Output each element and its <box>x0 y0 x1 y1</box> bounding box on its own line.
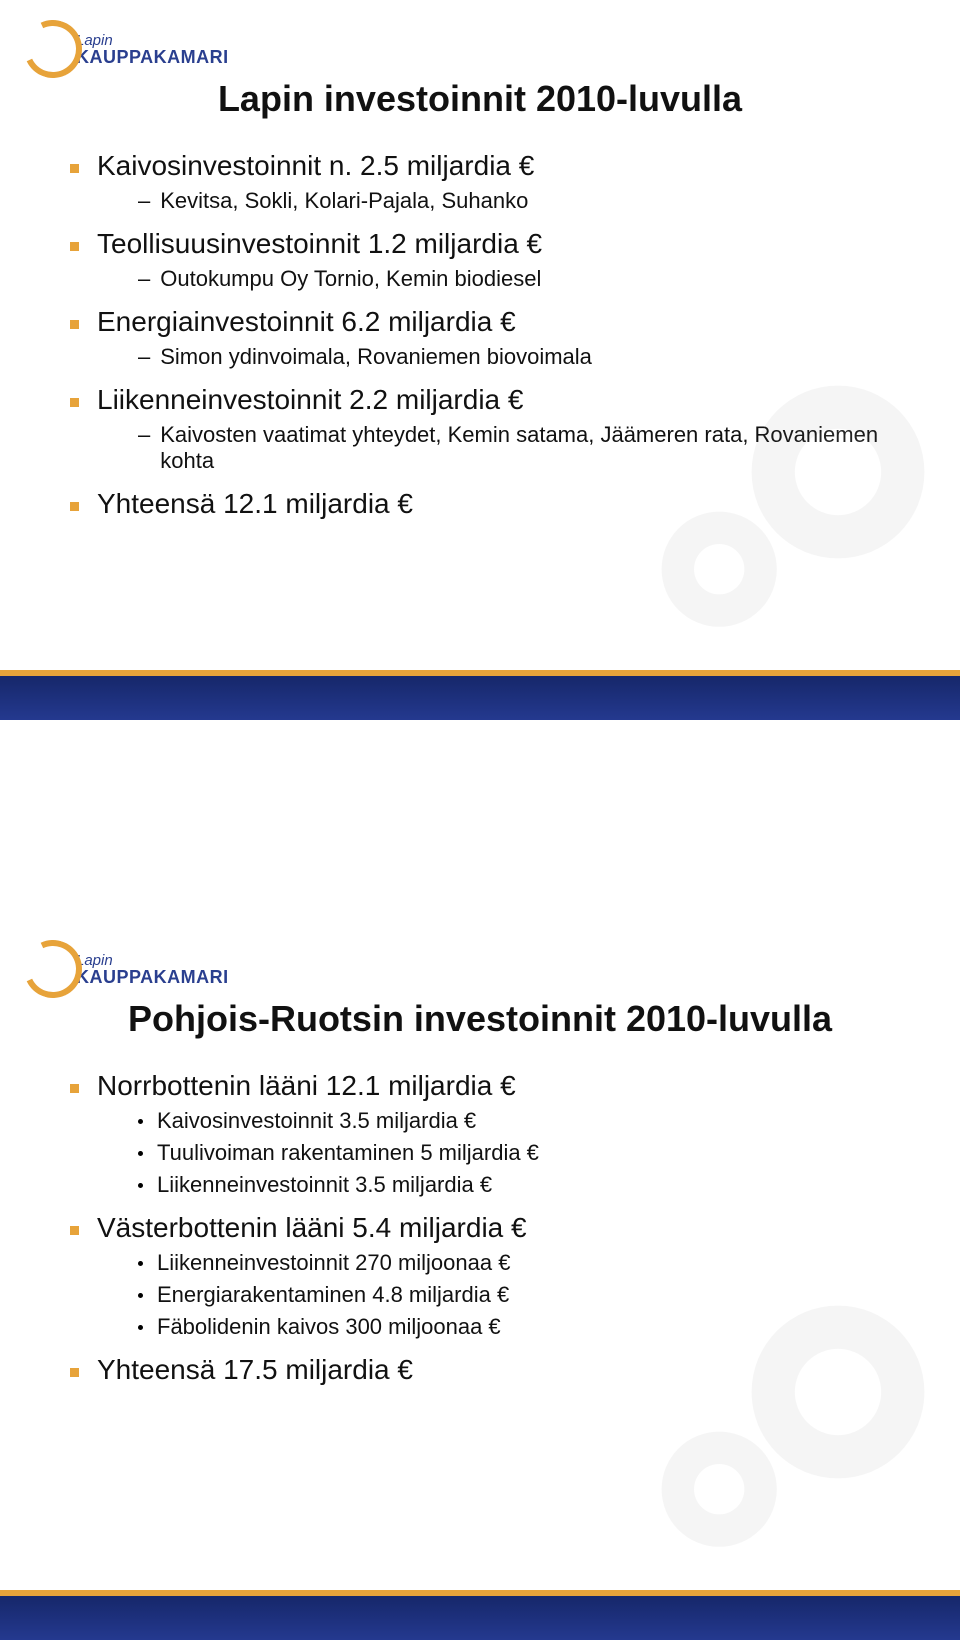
item-label: Teollisuusinvestoinnit 1.2 miljardia € <box>97 228 542 260</box>
list-subitem: –Simon ydinvoimala, Rovaniemen biovoimal… <box>138 344 900 370</box>
list-item: Västerbottenin lääni 5.4 miljardia € <box>70 1212 900 1244</box>
logo-mark-icon <box>16 12 90 86</box>
dash-icon: – <box>138 266 150 292</box>
slide-content: Kaivosinvestoinnit n. 2.5 miljardia € –K… <box>70 150 900 520</box>
subitem-label: Kaivosten vaatimat yhteydet, Kemin satam… <box>160 422 900 474</box>
logo: Lapin KAUPPAKAMARI <box>24 940 229 998</box>
footer-bar <box>0 1596 960 1640</box>
slide-title: Lapin investoinnit 2010-luvulla <box>0 78 960 120</box>
list-item: Yhteensä 17.5 miljardia € <box>70 1354 900 1386</box>
logo-bottom: KAUPPAKAMARI <box>76 48 229 66</box>
dot-icon <box>138 1293 143 1298</box>
item-label: Norrbottenin lääni 12.1 miljardia € <box>97 1070 516 1102</box>
dot-icon <box>138 1151 143 1156</box>
list-subitem: Kaivosinvestoinnit 3.5 miljardia € <box>138 1108 900 1134</box>
subitem-label: Liikenneinvestoinnit 3.5 miljardia € <box>157 1172 492 1198</box>
slide-1: Lapin KAUPPAKAMARI Lapin investoinnit 20… <box>0 0 960 720</box>
bullet-icon <box>70 164 79 173</box>
list-subitem: –Kevitsa, Sokli, Kolari-Pajala, Suhanko <box>138 188 900 214</box>
logo-mark-icon <box>16 932 90 1006</box>
subitem-label: Simon ydinvoimala, Rovaniemen biovoimala <box>160 344 592 370</box>
list-item: Energiainvestoinnit 6.2 miljardia € <box>70 306 900 338</box>
logo-bottom: KAUPPAKAMARI <box>76 968 229 986</box>
item-label: Kaivosinvestoinnit n. 2.5 miljardia € <box>97 150 534 182</box>
subitem-label: Tuulivoiman rakentaminen 5 miljardia € <box>157 1140 539 1166</box>
logo-text: Lapin KAUPPAKAMARI <box>76 33 229 66</box>
list-subitem: –Kaivosten vaatimat yhteydet, Kemin sata… <box>138 422 900 474</box>
list-subitem: Fäbolidenin kaivos 300 miljoonaa € <box>138 1314 900 1340</box>
subitem-label: Fäbolidenin kaivos 300 miljoonaa € <box>157 1314 501 1340</box>
list-subitem: Liikenneinvestoinnit 3.5 miljardia € <box>138 1172 900 1198</box>
bullet-icon <box>70 1368 79 1377</box>
item-label: Yhteensä 17.5 miljardia € <box>97 1354 413 1386</box>
subitem-label: Kaivosinvestoinnit 3.5 miljardia € <box>157 1108 476 1134</box>
dash-icon: – <box>138 344 150 370</box>
dot-icon <box>138 1183 143 1188</box>
item-label: Yhteensä 12.1 miljardia € <box>97 488 413 520</box>
slide-content: Norrbottenin lääni 12.1 miljardia € Kaiv… <box>70 1070 900 1386</box>
bullet-icon <box>70 502 79 511</box>
slide-title: Pohjois-Ruotsin investoinnit 2010-luvull… <box>0 998 960 1040</box>
logo-text: Lapin KAUPPAKAMARI <box>76 953 229 986</box>
bullet-icon <box>70 1226 79 1235</box>
dot-icon <box>138 1325 143 1330</box>
item-label: Liikenneinvestoinnit 2.2 miljardia € <box>97 384 523 416</box>
list-item: Kaivosinvestoinnit n. 2.5 miljardia € <box>70 150 900 182</box>
subitem-label: Energiarakentaminen 4.8 miljardia € <box>157 1282 509 1308</box>
list-subitem: Energiarakentaminen 4.8 miljardia € <box>138 1282 900 1308</box>
bullet-icon <box>70 1084 79 1093</box>
dash-icon: – <box>138 188 150 214</box>
list-item: Liikenneinvestoinnit 2.2 miljardia € <box>70 384 900 416</box>
bullet-icon <box>70 398 79 407</box>
footer-bar <box>0 676 960 720</box>
slide-2: Lapin KAUPPAKAMARI Pohjois-Ruotsin inves… <box>0 920 960 1640</box>
dash-icon: – <box>138 422 150 474</box>
list-item: Norrbottenin lääni 12.1 miljardia € <box>70 1070 900 1102</box>
subitem-label: Liikenneinvestoinnit 270 miljoonaa € <box>157 1250 510 1276</box>
list-item: Yhteensä 12.1 miljardia € <box>70 488 900 520</box>
subitem-label: Kevitsa, Sokli, Kolari-Pajala, Suhanko <box>160 188 528 214</box>
dot-icon <box>138 1261 143 1266</box>
bullet-icon <box>70 320 79 329</box>
list-item: Teollisuusinvestoinnit 1.2 miljardia € <box>70 228 900 260</box>
item-label: Energiainvestoinnit 6.2 miljardia € <box>97 306 516 338</box>
logo: Lapin KAUPPAKAMARI <box>24 20 229 78</box>
dot-icon <box>138 1119 143 1124</box>
item-label: Västerbottenin lääni 5.4 miljardia € <box>97 1212 527 1244</box>
bullet-icon <box>70 242 79 251</box>
logo-top: Lapin <box>76 953 229 968</box>
list-subitem: Liikenneinvestoinnit 270 miljoonaa € <box>138 1250 900 1276</box>
list-subitem: –Outokumpu Oy Tornio, Kemin biodiesel <box>138 266 900 292</box>
logo-top: Lapin <box>76 33 229 48</box>
subitem-label: Outokumpu Oy Tornio, Kemin biodiesel <box>160 266 541 292</box>
list-subitem: Tuulivoiman rakentaminen 5 miljardia € <box>138 1140 900 1166</box>
